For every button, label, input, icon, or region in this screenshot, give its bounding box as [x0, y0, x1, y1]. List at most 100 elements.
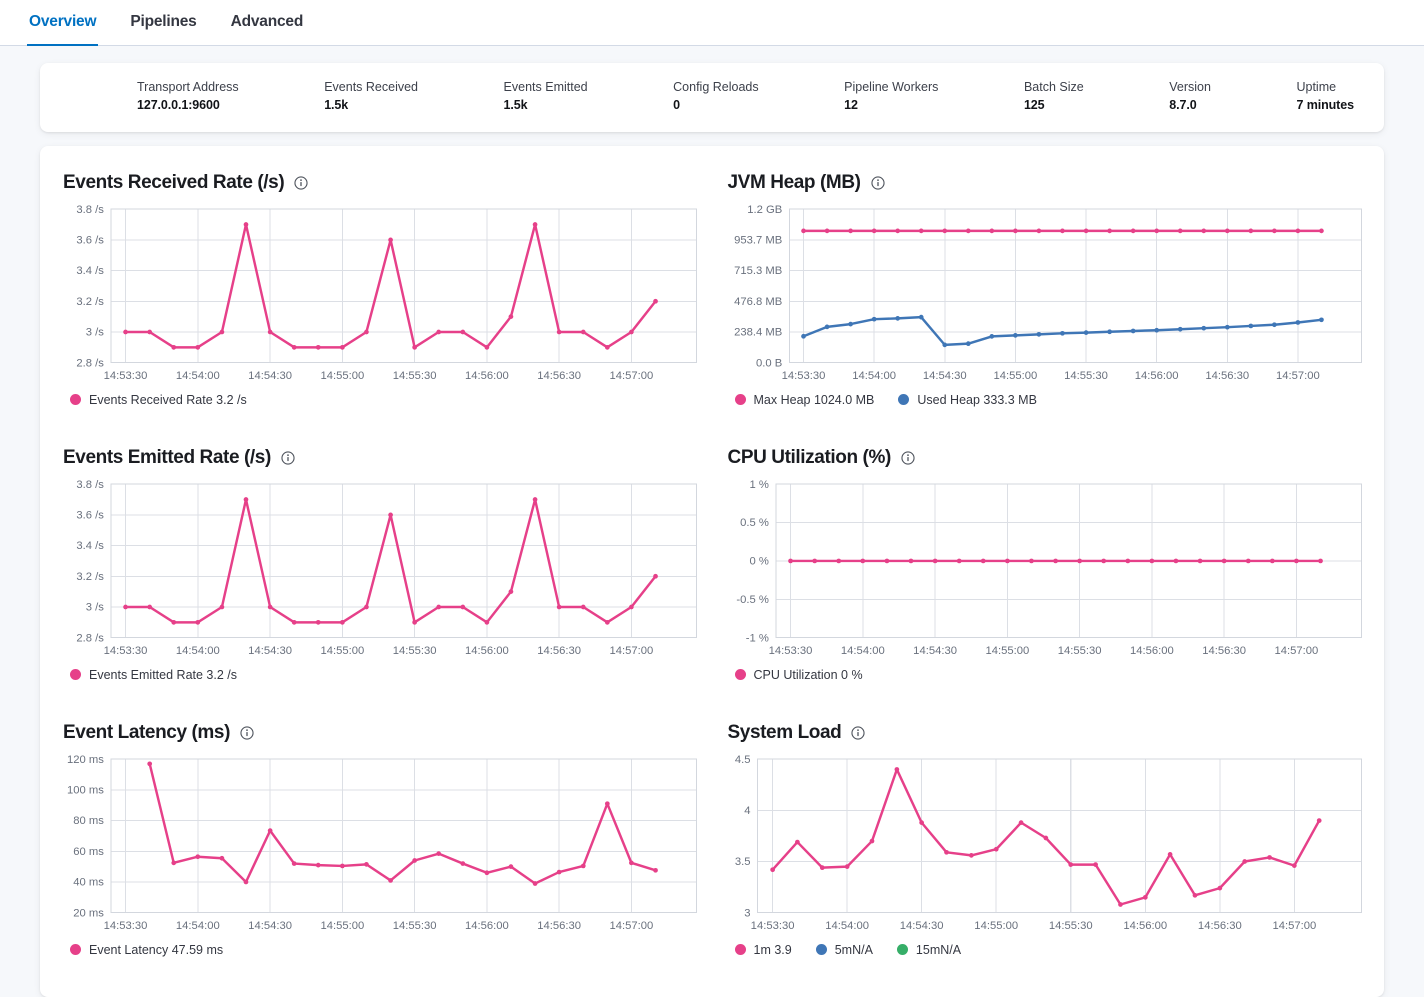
legend-label: Events Received Rate 3.2 /s [89, 392, 247, 407]
legend-item-events-emitted-rate-3-2-s[interactable]: Events Emitted Rate 3.2 /s [70, 668, 237, 682]
info-icon[interactable] [281, 451, 295, 465]
svg-text:14:54:30: 14:54:30 [899, 921, 943, 933]
svg-text:3.6 /s: 3.6 /s [76, 510, 104, 522]
chart-plot[interactable]: 3.8 /s 3.6 /s 3.4 /s 3.2 /s 3 /s 2.8 /s14:53:… [63, 201, 698, 387]
svg-text:3: 3 [744, 908, 750, 920]
svg-text:14:56:30: 14:56:30 [537, 921, 581, 933]
legend-item-1m-3-9[interactable]: 1m 3.9 [734, 942, 792, 957]
legend-dot-icon [815, 944, 827, 956]
chart-title: JVM Heap (MB) [727, 171, 861, 193]
stat-pipeline-workers: Pipeline Workers 12 [844, 80, 938, 113]
svg-text:14:56:00: 14:56:00 [1134, 370, 1178, 382]
svg-text:14:54:00: 14:54:00 [176, 370, 220, 382]
tab-advanced[interactable]: Advanced [229, 0, 305, 46]
chart-cpu-utilization: CPU Utilization (%) 1 % 0.5 % 0 % -0.5 % -1 %… [728, 447, 1363, 682]
stat-value: 1.5k [503, 98, 528, 113]
chart-plot[interactable]: 1.2 GB 953.7 MB 715.3 MB 476.8 MB 238.4 MB 0.… [728, 201, 1363, 387]
legend-item-used-heap-333-3-mb[interactable]: Used Heap 333.3 MB [898, 393, 1037, 407]
legend-item-max-heap-1024-0-mb[interactable]: Max Heap 1024.0 MB [734, 393, 874, 407]
svg-text:14:54:30: 14:54:30 [922, 370, 966, 382]
svg-text:3.6 /s: 3.6 /s [76, 235, 104, 247]
svg-text:80 ms: 80 ms [73, 816, 104, 828]
svg-text:14:55:30: 14:55:30 [393, 921, 437, 933]
svg-text:-0.5 %: -0.5 % [736, 594, 769, 606]
info-icon[interactable] [901, 451, 915, 465]
chart-plot[interactable]: 3.8 /s 3.6 /s 3.4 /s 3.2 /s 3 /s 2.8 /s14:53:… [63, 476, 698, 662]
legend-label: Used Heap 333.3 MB [917, 392, 1037, 407]
svg-text:1 %: 1 % [749, 479, 768, 491]
svg-text:14:55:30: 14:55:30 [393, 370, 437, 382]
stat-uptime: Uptime 7 minutes [1296, 80, 1354, 113]
svg-text:3.2 /s: 3.2 /s [76, 571, 104, 583]
svg-text:14:53:30: 14:53:30 [768, 646, 812, 658]
chart-plot[interactable]: 1 % 0.5 % 0 % -0.5 % -1 %14:53:30 14:54:00 14:… [728, 476, 1363, 662]
svg-text:14:57:00: 14:57:00 [1272, 921, 1316, 933]
svg-text:14:56:00: 14:56:00 [1123, 921, 1167, 933]
chart-events-received-rate: Events Received Rate (/s) 3.8 /s 3.6 /s 3.4… [63, 172, 698, 407]
svg-text:4: 4 [744, 805, 750, 817]
svg-text:60 ms: 60 ms [73, 846, 104, 858]
chart-plot[interactable]: 4.5 4 3.5 314:53:30 14:54:00 14:54:30 14:55:00… [728, 751, 1363, 937]
svg-text:14:56:30: 14:56:30 [1205, 370, 1249, 382]
info-icon[interactable] [240, 726, 254, 740]
chart-plot[interactable]: 120 ms 100 ms 80 ms 60 ms 40 ms 20 ms14:53:30… [63, 751, 698, 937]
stat-value: 8.7.0 [1169, 98, 1197, 113]
svg-text:0.5 %: 0.5 % [740, 518, 769, 530]
tab-pipelines[interactable]: Pipelines [128, 0, 198, 46]
info-icon[interactable] [851, 726, 865, 740]
svg-text:120 ms: 120 ms [67, 754, 104, 766]
stat-events-received: Events Received 1.5k [324, 80, 418, 113]
svg-text:14:54:30: 14:54:30 [913, 646, 957, 658]
svg-text:14:53:30: 14:53:30 [750, 921, 794, 933]
svg-text:476.8 MB: 476.8 MB [734, 296, 782, 308]
legend-label: CPU Utilization 0 % [753, 667, 863, 682]
legend-dot-icon [898, 394, 910, 406]
stat-label: Transport Address [137, 80, 239, 95]
svg-text:14:54:00: 14:54:00 [176, 646, 220, 658]
svg-text:14:55:00: 14:55:00 [974, 921, 1018, 933]
stat-value: 127.0.0.1:9600 [137, 98, 220, 113]
tab-overview[interactable]: Overview [27, 0, 99, 46]
svg-text:14:56:30: 14:56:30 [537, 370, 581, 382]
stat-label: Uptime [1296, 80, 1337, 95]
svg-text:100 ms: 100 ms [67, 785, 104, 797]
legend-dot-icon [70, 394, 81, 406]
svg-text:14:56:00: 14:56:00 [465, 646, 509, 658]
svg-text:14:55:30: 14:55:30 [1057, 646, 1101, 658]
svg-text:14:57:00: 14:57:00 [610, 646, 654, 658]
legend-item-event-latency-47-59-ms[interactable]: Event Latency 47.59 ms [70, 943, 223, 957]
svg-text:14:55:30: 14:55:30 [1048, 921, 1092, 933]
legend-label: 1m 3.9 [753, 942, 792, 957]
svg-text:14:56:00: 14:56:00 [465, 921, 509, 933]
svg-text:3.2 /s: 3.2 /s [76, 296, 104, 308]
legend-dot-icon [70, 944, 81, 956]
svg-text:-1 %: -1 % [745, 633, 768, 645]
legend-item-cpu-utilization-0[interactable]: CPU Utilization 0 % [734, 667, 863, 682]
stat-label: Pipeline Workers [844, 80, 939, 95]
legend-label: Events Emitted Rate 3.2 /s [89, 667, 237, 682]
legend-item-events-received-rate-3-2-s[interactable]: Events Received Rate 3.2 /s [70, 393, 247, 407]
svg-text:14:56:30: 14:56:30 [1197, 921, 1241, 933]
chart-system-load: System Load 4.5 4 3.5 3 14:53:30 14:54:00 14:54… [728, 722, 1363, 957]
svg-text:14:53:30: 14:53:30 [104, 370, 148, 382]
svg-text:14:56:00: 14:56:00 [465, 370, 509, 382]
chart-title: System Load [727, 721, 842, 743]
svg-text:14:56:30: 14:56:30 [537, 646, 581, 658]
svg-text:14:55:00: 14:55:00 [993, 370, 1037, 382]
legend-item-5mn-a[interactable]: 5mN/A [815, 943, 873, 957]
stat-config-reloads: Config Reloads 0 [673, 80, 758, 113]
svg-text:14:55:00: 14:55:00 [320, 921, 364, 933]
chart-legend: Max Heap 1024.0 MB Used Heap 333.3 MB [728, 393, 1363, 407]
svg-text:14:55:30: 14:55:30 [1064, 370, 1108, 382]
info-icon[interactable] [870, 176, 885, 190]
legend-item-15mn-a[interactable]: 15mN/A [896, 943, 961, 957]
svg-text:14:57:00: 14:57:00 [1276, 370, 1320, 382]
chart-title: Event Latency (ms) [63, 721, 231, 743]
svg-text:3.8 /s: 3.8 /s [76, 479, 104, 491]
stat-version: Version 8.7.0 [1169, 80, 1211, 113]
svg-text:3.4 /s: 3.4 /s [76, 541, 104, 553]
legend-dot-icon [70, 669, 81, 681]
svg-text:3 /s: 3 /s [86, 602, 105, 614]
info-icon[interactable] [294, 176, 308, 190]
svg-text:14:55:30: 14:55:30 [393, 646, 437, 658]
